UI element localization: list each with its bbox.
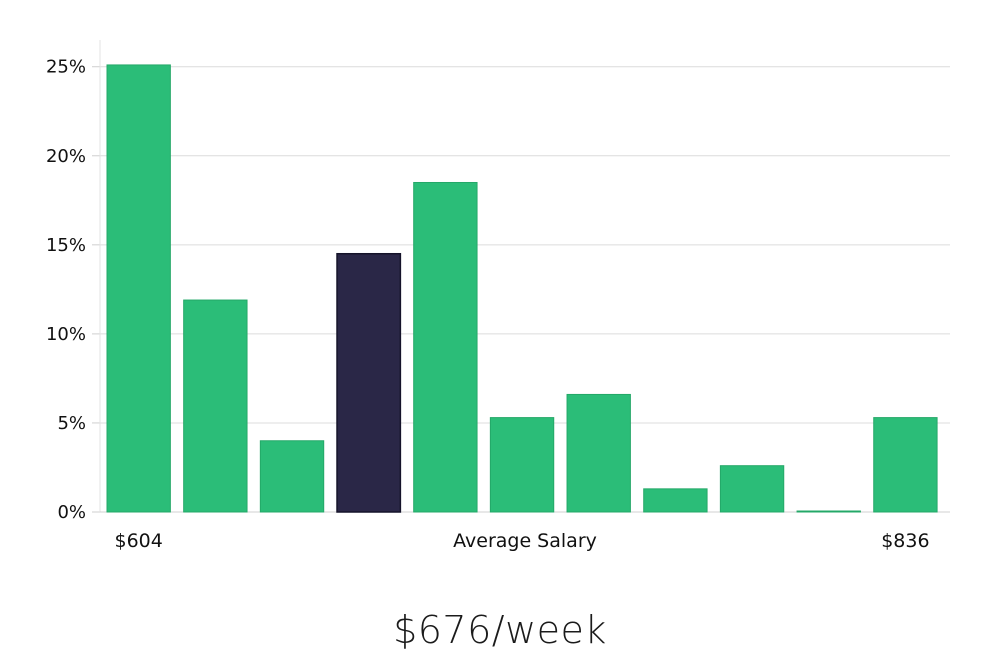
y-tick-label: 10% (46, 324, 86, 345)
histogram-bar (183, 299, 248, 513)
average-salary-value: $676/week (393, 608, 607, 652)
y-tick-label: 20% (46, 146, 86, 167)
y-tick-label: 25% (46, 57, 86, 78)
salary-histogram-chart: 0% 5% 10% 15% 20% 25% $604 $836 Average Salary (46, 40, 950, 552)
x-axis-title: Average Salary (453, 530, 597, 552)
y-tick-label: 15% (46, 235, 86, 256)
histogram-bar (259, 440, 325, 513)
y-tick-label: 0% (57, 502, 86, 523)
x-max-label: $836 (881, 530, 929, 552)
x-min-label: $604 (115, 530, 163, 552)
histogram-bar-highlighted (336, 252, 402, 513)
histogram-bar (106, 64, 171, 513)
histogram-bar (413, 181, 478, 513)
histogram-bar (796, 510, 861, 513)
histogram-bar (719, 465, 785, 513)
histogram-bar (489, 417, 555, 513)
histogram-bar (873, 417, 938, 513)
histogram-bar (566, 393, 631, 513)
histogram-bar (643, 488, 708, 513)
y-tick-label: 5% (57, 413, 86, 434)
